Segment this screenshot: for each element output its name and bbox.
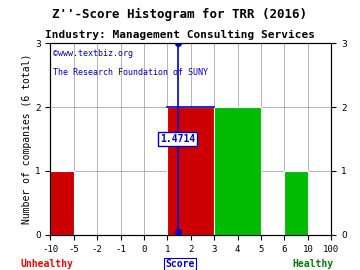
Text: 1.4714: 1.4714: [159, 134, 195, 144]
Bar: [50, 171, 74, 235]
Bar: [284, 171, 308, 235]
Text: Healthy: Healthy: [293, 259, 334, 269]
Text: Z''-Score Histogram for TRR (2016): Z''-Score Histogram for TRR (2016): [53, 8, 307, 21]
Bar: [167, 107, 214, 235]
Text: Industry: Management Consulting Services: Industry: Management Consulting Services: [45, 30, 315, 40]
Text: ©www.textbiz.org: ©www.textbiz.org: [53, 49, 133, 58]
Y-axis label: Number of companies (6 total): Number of companies (6 total): [22, 54, 32, 224]
Bar: [214, 107, 261, 235]
Text: Score: Score: [165, 259, 195, 269]
Text: The Research Foundation of SUNY: The Research Foundation of SUNY: [53, 68, 208, 77]
Text: Unhealthy: Unhealthy: [21, 259, 73, 269]
